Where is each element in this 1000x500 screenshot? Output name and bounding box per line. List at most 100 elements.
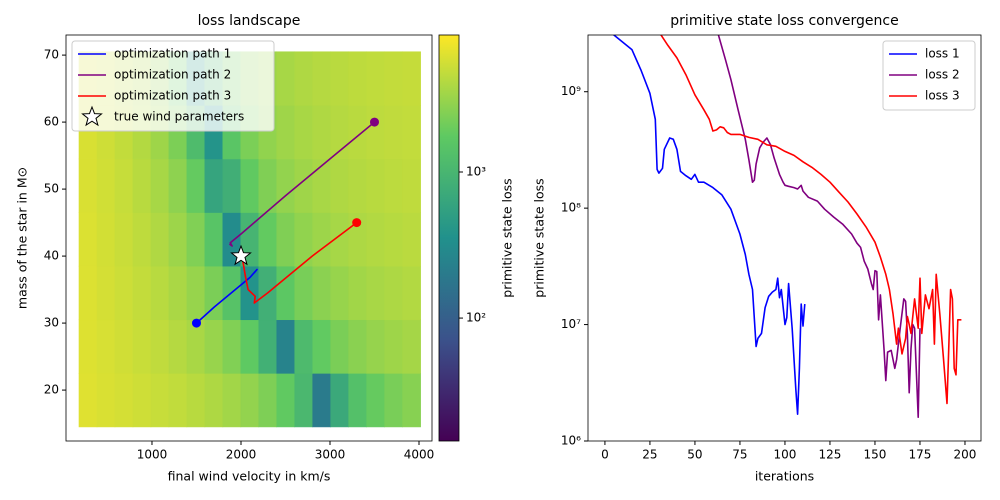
heatmap-cell (348, 319, 367, 374)
heatmap-cell (204, 319, 224, 374)
heatmap-cell (366, 158, 385, 213)
heatmap-cell (186, 158, 206, 213)
heatmap-cell (348, 373, 367, 428)
heatmap-cell (78, 212, 98, 267)
heatmap-cell (384, 51, 403, 106)
heatmap-cell (402, 319, 421, 374)
heatmap-cell (366, 51, 385, 106)
heatmap-cell (222, 373, 242, 428)
x-axis-label: final wind velocity in km/s (168, 469, 331, 484)
heatmap-cell (258, 373, 278, 428)
colorbar (438, 34, 460, 442)
heatmap-cell (366, 212, 385, 267)
start-marker (191, 318, 201, 328)
series-line (660, 35, 962, 405)
series-line (228, 121, 376, 247)
x-tick-label: 50 (687, 448, 702, 462)
x-tick-label: 4000 (404, 448, 435, 462)
heatmap-cell (204, 212, 224, 267)
heatmap-cell (150, 158, 170, 213)
heatmap-cell (186, 212, 206, 267)
y-axis-label: mass of the star in M⊙ (15, 167, 30, 309)
heatmap-cell (384, 265, 403, 321)
legend-label: optimization path 1 (114, 47, 231, 61)
legend-label: optimization path 3 (114, 89, 231, 103)
chart-title: loss landscape (198, 13, 301, 29)
y-tick-label: 50 (44, 182, 59, 196)
heatmap-cell (402, 373, 421, 428)
heatmap-cell (150, 265, 170, 321)
heatmap-cell (78, 158, 98, 213)
y-tick-label: 10⁸ (561, 201, 581, 215)
heatmap-cell (330, 319, 349, 374)
heatmap-cell (114, 265, 134, 321)
heatmap-cell (402, 212, 421, 267)
legend-box (882, 40, 976, 111)
x-tick-label: 3000 (315, 448, 346, 462)
heatmap-cell (402, 265, 421, 321)
heatmap-cell (204, 265, 224, 321)
y-axis-label: primitive state loss (532, 178, 547, 297)
heatmap-cell (294, 319, 314, 374)
plot-area (613, 35, 962, 418)
axes-frame (65, 34, 433, 442)
heatmap-cell (312, 105, 332, 160)
heatmap-cell (366, 319, 385, 374)
heatmap-cell (258, 212, 278, 267)
legend-label: loss 1 (925, 47, 960, 61)
colorbar-label: primitive state loss (500, 178, 515, 297)
heatmap-cell (78, 319, 98, 374)
heatmap-cell (168, 265, 188, 321)
heatmap-cell (366, 105, 385, 160)
x-tick-label: 175 (909, 448, 932, 462)
start-marker (370, 117, 380, 127)
heatmap-cell (294, 51, 314, 106)
series-line (195, 268, 258, 324)
heatmap-cell (330, 265, 349, 321)
heatmap-cell (186, 373, 206, 428)
heatmap-cell (276, 158, 296, 213)
y-tick-label: 10⁹ (561, 84, 581, 98)
x-tick-label: 200 (954, 448, 977, 462)
plot-area (78, 51, 421, 428)
heatmap-cell (96, 212, 116, 267)
x-tick-label: 1000 (137, 448, 168, 462)
heatmap-cell (240, 373, 260, 428)
heatmap-cell (78, 373, 98, 428)
heatmap-cell (168, 212, 188, 267)
heatmap-cell (258, 319, 278, 374)
heatmap-cell (384, 319, 403, 374)
colorbar-tick-label: 10³ (466, 165, 486, 179)
heatmap-cell (186, 319, 206, 374)
legend-label: loss 2 (925, 68, 960, 82)
heatmap-cell (312, 319, 332, 374)
legend-label: true wind parameters (114, 110, 244, 124)
x-tick-label: 150 (864, 448, 887, 462)
heatmap-cell (384, 105, 403, 160)
heatmap-cell (402, 51, 421, 106)
heatmap-cell (222, 158, 242, 213)
heatmap-cell (240, 265, 260, 321)
heatmap-cell (132, 373, 152, 428)
heatmap-cell (204, 158, 224, 213)
y-tick-label: 20 (44, 383, 59, 397)
heatmap-cell (114, 212, 134, 267)
heatmap-cell (366, 373, 385, 428)
heatmap-cell (330, 51, 349, 106)
series-line (717, 35, 921, 418)
heatmap-cell (402, 158, 421, 213)
heatmap-cell (96, 319, 116, 374)
heatmap-cell (96, 373, 116, 428)
series-line (241, 221, 358, 304)
heatmap-cell (186, 265, 206, 321)
legend-label: loss 3 (925, 89, 960, 103)
x-axis-label: iterations (755, 469, 814, 484)
heatmap-cell (294, 105, 314, 160)
heatmap-cell (312, 212, 332, 267)
series-line (613, 35, 806, 415)
heatmap-cell (168, 373, 188, 428)
heatmap-cell (150, 373, 170, 428)
star-marker (230, 244, 252, 266)
heatmap-cell (114, 373, 134, 428)
